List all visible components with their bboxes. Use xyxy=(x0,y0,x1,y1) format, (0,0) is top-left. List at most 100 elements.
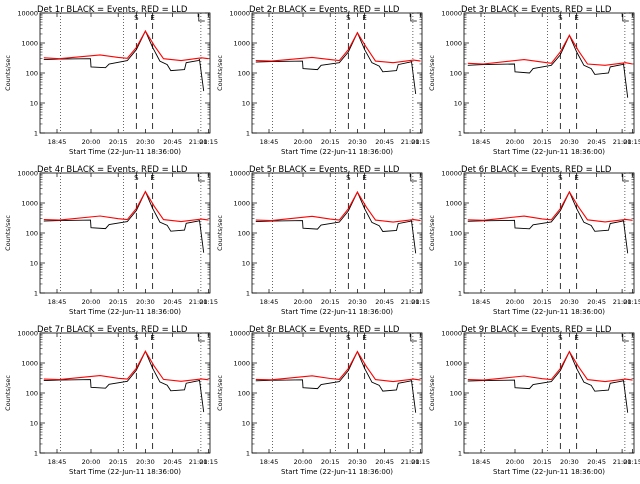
x-tick-label: 20:15 xyxy=(321,138,340,146)
y-tick-label: 1 xyxy=(246,290,250,298)
series-black-events xyxy=(467,350,629,413)
panel-det-4: Det 4r BLACK = Events, RED = LLD 1 10 100 10… xyxy=(4,165,218,316)
x-tick-label: 20:45 xyxy=(163,138,182,146)
x-tick-label: 20:30 xyxy=(136,458,155,466)
y-tick-label: 10 xyxy=(30,100,38,108)
panel-det-2: Det 2r BLACK = Events, RED = LLD 1 10 100 10… xyxy=(216,5,430,156)
y-tick-label: 10 xyxy=(454,260,462,268)
y-tick-label: 100 xyxy=(26,230,38,238)
x-tick-label: 21:15 xyxy=(623,298,640,306)
y-tick-label: 100 xyxy=(238,390,250,398)
series-black-events xyxy=(43,30,205,92)
y-tick-label: 10000 xyxy=(441,330,462,338)
y-tick-label: 10000 xyxy=(229,170,250,178)
panel-title: Det 5r BLACK = Events, RED = LLD xyxy=(249,165,400,175)
marker-label: E xyxy=(362,14,366,22)
y-tick-label: 10000 xyxy=(17,330,38,338)
x-tick-label: 20:45 xyxy=(587,298,606,306)
x-axis-label: Start Time (22-Jun-11 18:36:00) xyxy=(69,308,181,316)
x-tick-label: 21:15 xyxy=(199,138,218,146)
x-tick-label: 21:00 xyxy=(189,458,208,466)
x-axis-label: Start Time (22-Jun-11 18:36:00) xyxy=(69,148,181,156)
x-tick-label: 21:00 xyxy=(613,138,632,146)
y-tick-label: 1 xyxy=(34,290,38,298)
series-red-lld xyxy=(43,350,209,382)
y-tick-label: 10000 xyxy=(17,170,38,178)
marker-label: E xyxy=(150,174,154,182)
y-tick-label: 1 xyxy=(246,130,250,138)
y-tick-label: 10 xyxy=(242,260,250,268)
series-red-lld xyxy=(43,30,209,62)
y-tick-label: 1 xyxy=(34,450,38,458)
panel-det-7: Det 7r BLACK = Events, RED = LLD 1 10 100 10… xyxy=(4,325,218,476)
x-tick-label: 21:15 xyxy=(411,138,430,146)
x-tick-label: 18:45 xyxy=(472,138,491,146)
panel-title: Det 7r BLACK = Events, RED = LLD xyxy=(37,325,188,335)
y-tick-label: 10 xyxy=(242,420,250,428)
x-tick-label: 20:00 xyxy=(294,458,313,466)
l-bracket-marker xyxy=(410,334,417,342)
plot-frame xyxy=(39,332,211,454)
x-tick-label: 20:30 xyxy=(560,138,579,146)
x-tick-label: 20:30 xyxy=(560,298,579,306)
x-axis-label: Start Time (22-Jun-11 18:36:00) xyxy=(493,148,605,156)
marker-label: E xyxy=(150,334,154,342)
x-axis-label: Start Time (22-Jun-11 18:36:00) xyxy=(493,468,605,476)
x-tick-label: 21:00 xyxy=(189,138,208,146)
y-tick-label: 1000 xyxy=(445,200,462,208)
x-tick-label: 20:45 xyxy=(375,138,394,146)
marker-label: S xyxy=(134,14,139,22)
series-red-lld xyxy=(467,190,633,223)
marker-label: E xyxy=(574,174,578,182)
x-tick-label: 20:00 xyxy=(506,138,525,146)
x-tick-label: 20:00 xyxy=(506,458,525,466)
x-tick-label: 20:30 xyxy=(136,138,155,146)
y-tick-label: 100 xyxy=(450,230,462,238)
panel-title: Det 6r BLACK = Events, RED = LLD xyxy=(461,165,612,175)
l-bracket-marker xyxy=(410,174,417,182)
y-tick-label: 1000 xyxy=(445,40,462,48)
panel-title: Det 3r BLACK = Events, RED = LLD xyxy=(461,5,612,15)
series-red-lld xyxy=(255,31,421,64)
x-tick-label: 20:15 xyxy=(109,458,128,466)
l-bracket-marker xyxy=(622,14,629,22)
x-tick-label: 21:00 xyxy=(189,298,208,306)
y-axis-label: Counts/sec xyxy=(216,55,224,91)
x-tick-label: 20:45 xyxy=(375,458,394,466)
plot-frame xyxy=(39,12,211,134)
panel-title: Det 4r BLACK = Events, RED = LLD xyxy=(37,165,188,175)
series-black-events xyxy=(467,34,629,98)
l-bracket-marker xyxy=(622,174,629,182)
panel-det-1: Det 1r BLACK = Events, RED = LLD 1 10 100 10… xyxy=(4,5,218,156)
y-tick-label: 1000 xyxy=(233,360,250,368)
marker-label: S xyxy=(346,334,351,342)
x-tick-label: 18:45 xyxy=(260,298,279,306)
y-tick-label: 1000 xyxy=(21,360,38,368)
y-tick-label: 10000 xyxy=(229,10,250,18)
panel-title: Det 8r BLACK = Events, RED = LLD xyxy=(249,325,400,335)
series-black-events xyxy=(43,350,205,413)
y-tick-label: 10000 xyxy=(441,10,462,18)
y-axis-label: Counts/sec xyxy=(4,55,12,91)
x-tick-label: 20:30 xyxy=(348,138,367,146)
panel-title: Det 9r BLACK = Events, RED = LLD xyxy=(461,325,612,335)
panel-title: Det 1r BLACK = Events, RED = LLD xyxy=(37,5,188,15)
x-tick-label: 20:00 xyxy=(294,138,313,146)
x-tick-label: 21:15 xyxy=(411,298,430,306)
x-axis-label: Start Time (22-Jun-11 18:36:00) xyxy=(69,468,181,476)
panel-det-8: Det 8r BLACK = Events, RED = LLD 1 10 100 10… xyxy=(216,325,430,476)
l-bracket-marker xyxy=(622,334,629,342)
x-tick-label: 21:15 xyxy=(199,458,218,466)
y-axis-label: Counts/sec xyxy=(4,215,12,251)
marker-label: E xyxy=(150,14,154,22)
y-tick-label: 1 xyxy=(246,450,250,458)
panel-det-6: Det 6r BLACK = Events, RED = LLD 1 10 100 10… xyxy=(428,165,640,316)
series-black-events xyxy=(255,350,417,413)
plot-frame xyxy=(463,332,635,454)
x-axis-label: Start Time (22-Jun-11 18:36:00) xyxy=(281,148,393,156)
x-tick-label: 21:00 xyxy=(401,458,420,466)
x-tick-label: 20:45 xyxy=(587,138,606,146)
x-axis-label: Start Time (22-Jun-11 18:36:00) xyxy=(493,308,605,316)
x-tick-label: 20:00 xyxy=(506,298,525,306)
